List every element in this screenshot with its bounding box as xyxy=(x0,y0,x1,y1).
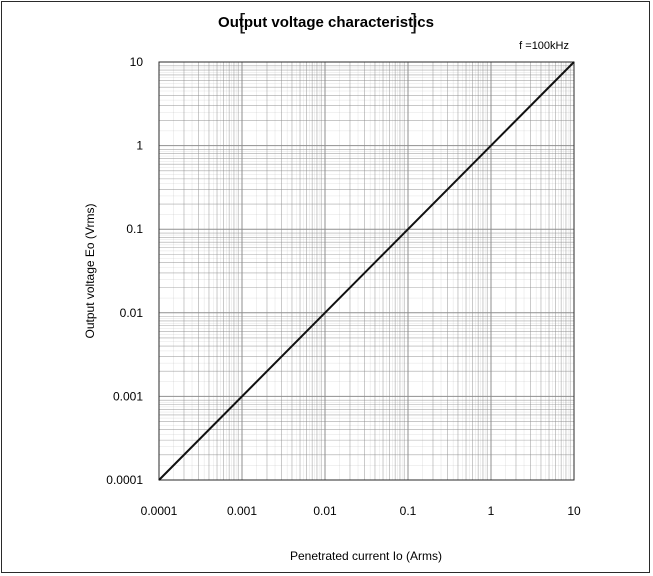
x-tick-labels: 0.0001 0.001 0.01 0.1 1 10 xyxy=(141,504,581,518)
y-tick-label: 1 xyxy=(136,139,143,153)
y-tick-label: 0.0001 xyxy=(106,473,143,487)
y-tick-label: 0.01 xyxy=(120,306,144,320)
x-tick-label: 10 xyxy=(567,504,581,518)
y-axis-label: Output voltage Eo (Vrms) xyxy=(83,204,97,339)
x-tick-label: 1 xyxy=(488,504,495,518)
y-tick-labels: 0.0001 0.001 0.01 0.1 1 10 xyxy=(106,55,143,487)
y-tick-label: 0.1 xyxy=(126,222,143,236)
x-tick-label: 0.01 xyxy=(313,504,337,518)
chart-title: Output voltage characteristics xyxy=(218,14,434,31)
title-bracket-right: ] xyxy=(411,9,417,34)
chart-title-group: [ Output voltage characteristics ] xyxy=(218,9,434,34)
title-bracket-left: [ xyxy=(239,9,245,34)
x-tick-label: 0.0001 xyxy=(141,504,178,518)
x-axis-label: Penetrated current Io (Arms) xyxy=(290,549,442,563)
series-layer xyxy=(158,61,575,481)
x-tick-label: 0.1 xyxy=(400,504,417,518)
series-line-1 xyxy=(158,61,575,481)
frequency-annotation: f =100kHz xyxy=(519,40,569,52)
y-tick-label: 10 xyxy=(130,55,144,69)
y-tick-label: 0.001 xyxy=(113,389,143,403)
x-tick-label: 0.001 xyxy=(227,504,257,518)
plot-border xyxy=(158,61,575,481)
grid-layer xyxy=(158,61,575,481)
